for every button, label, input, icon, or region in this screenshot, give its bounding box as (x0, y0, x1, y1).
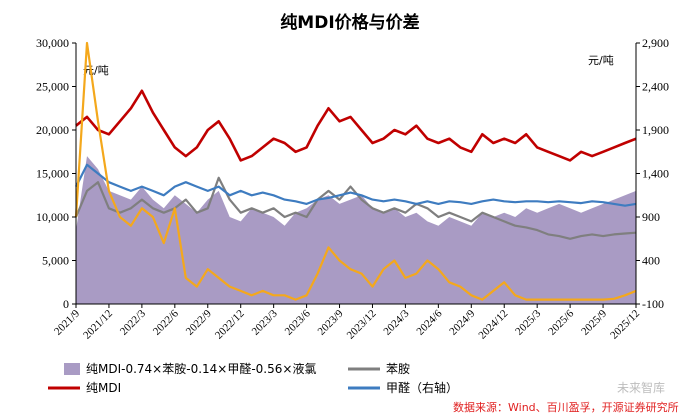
x-tick-label: 2025/3 (513, 307, 543, 337)
x-tick-label: 2021/9 (52, 307, 82, 337)
x-tick-label: 2022/9 (184, 307, 214, 337)
right-axis-unit: 元/吨 (588, 54, 614, 67)
right-tick-label: 1,400 (642, 167, 669, 181)
series-line-2 (75, 89, 637, 162)
x-tick-label: 2025/9 (579, 307, 609, 337)
x-tick-label: 2024/3 (381, 307, 411, 337)
x-tick-label: 2024/6 (414, 307, 444, 337)
right-tick-label: 900 (642, 210, 660, 224)
x-tick-label: 2025/6 (546, 307, 576, 337)
right-tick-label: 400 (642, 254, 660, 268)
legend-label: 甲醛（右轴） (386, 380, 458, 395)
x-tick-label: 2022/12 (213, 308, 247, 342)
legend-swatch-area (64, 363, 80, 375)
legend-label: 纯MDI-0.74×苯胺-0.14×甲醛-0.56×液氯 (86, 361, 316, 376)
series-line-4 (74, 41, 637, 301)
source-note: 数据来源：Wind、百川盈孚，开源证券研究所 (453, 400, 679, 414)
right-tick-label: 1,900 (642, 123, 669, 137)
series-spread-area (76, 156, 636, 304)
left-tick-label: 15,000 (36, 167, 69, 181)
series-lines-layer (74, 41, 637, 301)
watermark: 未来智库 (617, 380, 665, 395)
spread-area-layer (76, 156, 636, 304)
x-tick-label: 2023/9 (316, 307, 346, 337)
x-tick-label: 2023/3 (250, 307, 280, 337)
legend-label: 苯胺 (386, 362, 410, 376)
series-line-3 (75, 163, 637, 207)
left-tick-label: 30,000 (36, 36, 69, 50)
left-tick-label: 5,000 (42, 254, 69, 268)
x-tick-label: 2023/6 (283, 307, 313, 337)
left-tick-label: 0 (63, 297, 69, 311)
x-tick-label: 2024/12 (476, 308, 510, 342)
right-tick-label: -100 (642, 297, 664, 311)
x-tick-label: 2021/12 (81, 308, 115, 342)
legend-label: 纯MDI (86, 381, 121, 395)
right-tick-label: 2,400 (642, 80, 669, 94)
x-tick-label: 2022/6 (151, 307, 181, 337)
chart-title: 纯MDI价格与价差 (280, 12, 419, 33)
right-tick-label: 2,900 (642, 36, 669, 50)
left-axis-unit: 元/吨 (83, 64, 109, 77)
x-tick-label: 2025/12 (608, 308, 642, 342)
x-tick-label: 2024/9 (447, 307, 477, 337)
left-tick-label: 10,000 (36, 210, 69, 224)
x-tick-label: 2023/12 (345, 308, 379, 342)
x-tick-label: 2022/3 (118, 307, 148, 337)
left-tick-label: 20,000 (36, 123, 69, 137)
left-tick-label: 25,000 (36, 80, 69, 94)
